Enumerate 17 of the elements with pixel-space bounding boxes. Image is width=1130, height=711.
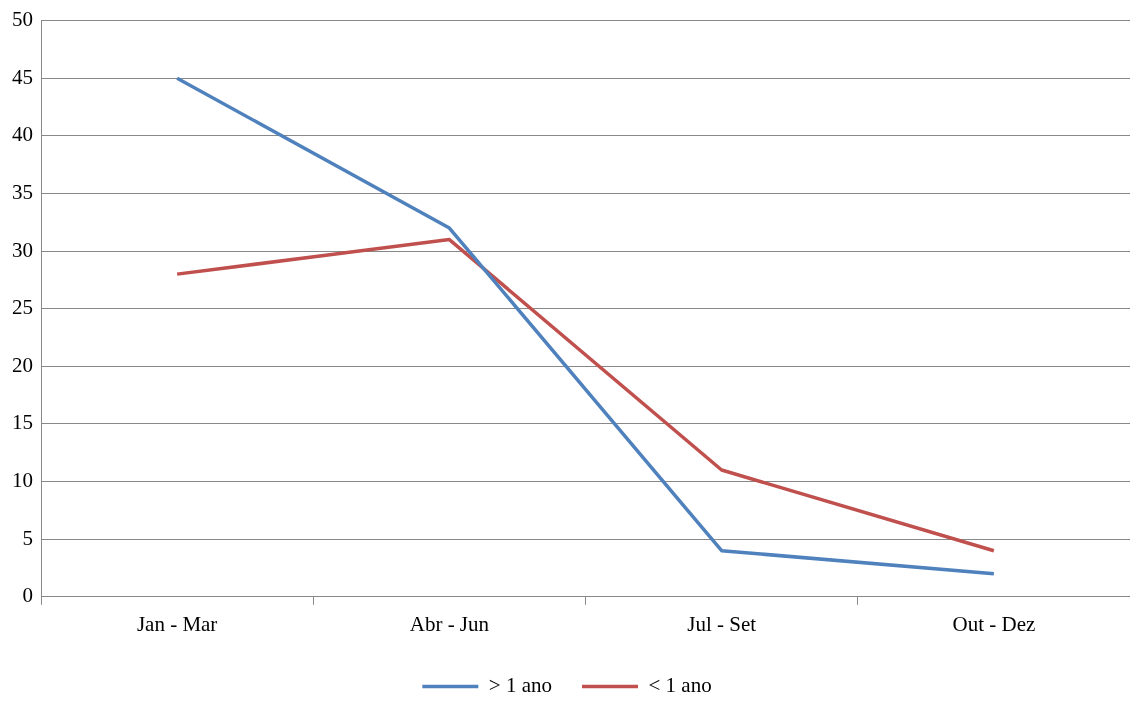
y-tick-label: 45 (12, 64, 33, 89)
y-tick-label: 35 (12, 179, 33, 204)
legend-label: > 1 ano (488, 673, 553, 698)
y-tick-label: 10 (12, 468, 33, 493)
y-tick-label: 0 (22, 583, 33, 608)
y-tick-label: 25 (12, 295, 33, 320)
y-tick-label: 15 (12, 410, 33, 435)
x-tick-label: Abr - Jun (409, 611, 490, 636)
x-tick-label: Out - Dez (952, 611, 1036, 636)
x-tick-label: Jan - Mar (136, 611, 218, 636)
legend-label: < 1 ano (648, 673, 712, 698)
y-tick-label: 20 (12, 352, 33, 377)
x-tick-label: Jul - Set (687, 611, 757, 636)
y-tick-label: 30 (12, 237, 33, 262)
y-tick-label: 50 (12, 7, 33, 32)
y-tick-label: 5 (22, 525, 33, 550)
y-tick-label: 40 (12, 122, 33, 147)
